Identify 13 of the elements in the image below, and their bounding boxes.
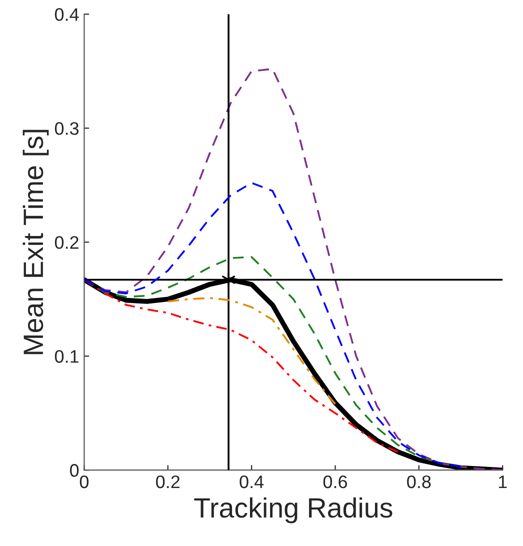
y-tick-label: 0 bbox=[70, 464, 79, 477]
y-axis-title: Mean Exit Time [s] bbox=[22, 130, 49, 354]
x-axis-title: Tracking Radius bbox=[194, 497, 392, 524]
x-tick-label: 0 bbox=[80, 475, 89, 488]
y-tick-label: 0.1 bbox=[54, 350, 78, 363]
y-tick-label: 0.2 bbox=[54, 236, 78, 249]
y-tick-label: 0.3 bbox=[54, 122, 79, 135]
x-tick-label: 1 bbox=[498, 476, 507, 488]
x-tick-label: 0.8 bbox=[407, 475, 431, 488]
x-tick-label: 0.2 bbox=[156, 475, 180, 488]
x-tick-label: 0.6 bbox=[323, 475, 347, 488]
x-tick-label: 0.4 bbox=[240, 475, 264, 488]
y-tick-label: 0.4 bbox=[54, 8, 79, 21]
